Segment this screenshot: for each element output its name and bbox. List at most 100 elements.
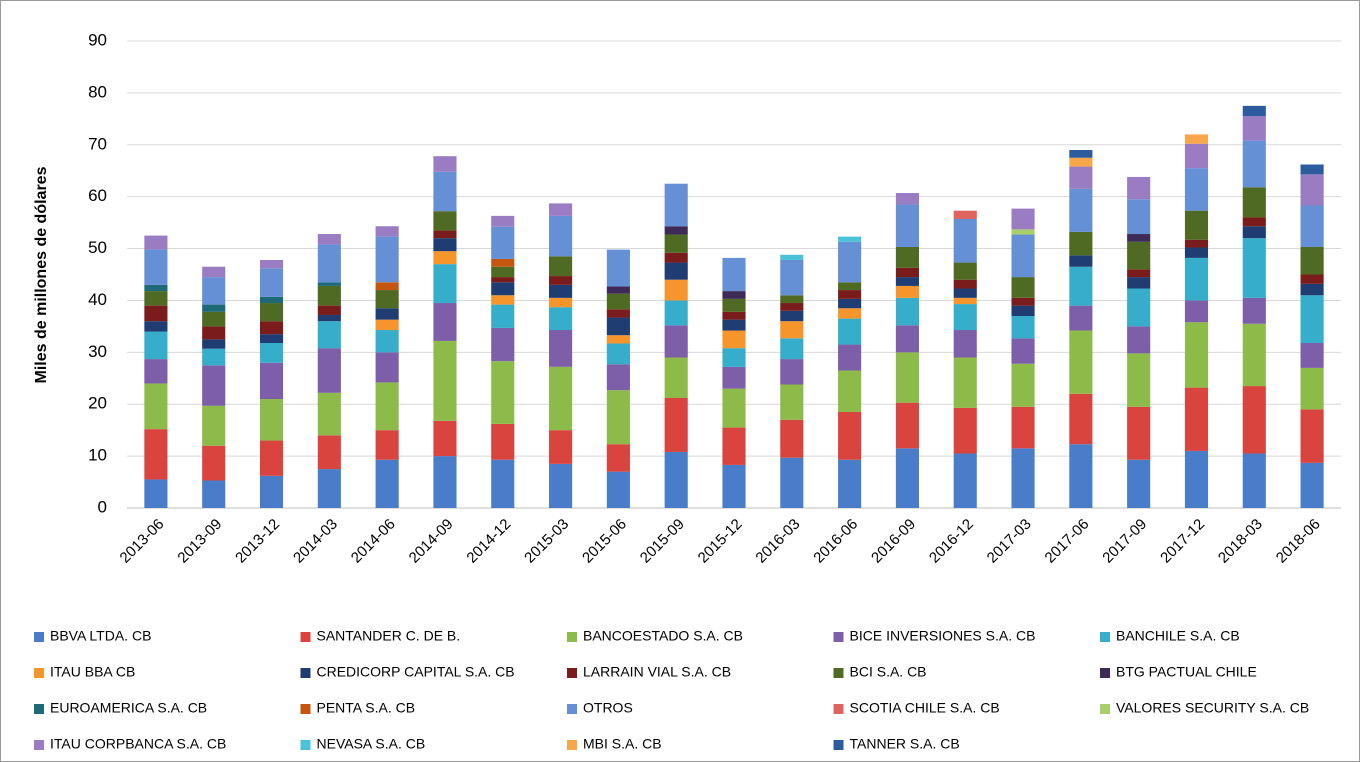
legend-label: OTROS (583, 700, 633, 716)
bar-segment (953, 407, 977, 454)
bar-segment (664, 252, 688, 263)
bar-segment (1011, 338, 1035, 364)
bar-segment (1242, 226, 1266, 239)
bar-segment (722, 319, 746, 331)
bar-segment (895, 402, 919, 449)
legend-swatch (1100, 704, 1110, 714)
legend-label: CREDICORP CAPITAL S.A. CB (317, 664, 515, 680)
bar-segment (1127, 234, 1151, 242)
bar-segment (1127, 406, 1151, 460)
bar-segment (953, 279, 977, 289)
legend-label: BTG PACTUAL CHILE (1116, 664, 1257, 680)
bar-segment (953, 262, 977, 280)
legend-label: PENTA S.A. CB (317, 700, 416, 716)
bar-segment (375, 459, 399, 508)
bar-segment (1127, 241, 1151, 270)
bar-segment (722, 348, 746, 367)
legend-swatch (833, 668, 844, 678)
bar-segment (549, 297, 573, 308)
bar-segment (259, 475, 284, 508)
bar-segment (1184, 168, 1209, 211)
bar-segment (606, 444, 630, 472)
bar-segment (1127, 288, 1151, 327)
bar-segment (664, 300, 688, 326)
bar-segment (1069, 188, 1093, 232)
bar-segment (1069, 393, 1093, 445)
bar-segment (1011, 297, 1035, 306)
bar-segment (433, 420, 457, 457)
bar-segment (1242, 187, 1266, 218)
y-tick-label: 90 (88, 30, 107, 49)
bar-segment (722, 427, 746, 465)
bar-segment (895, 285, 919, 298)
bar-segment (144, 321, 168, 332)
bar-segment (375, 226, 399, 237)
bar-segment (606, 309, 630, 318)
legend-swatch (1100, 632, 1110, 642)
bar-segment (895, 193, 919, 205)
bar-segment (375, 319, 399, 331)
bar-segment (375, 282, 399, 291)
bar-segment (491, 295, 515, 305)
legend-label: NEVASA S.A. CB (317, 736, 426, 752)
bar-segment (664, 451, 688, 508)
bar-segment (606, 471, 630, 508)
legend-label: SANTANDER C. DE B. (317, 628, 461, 644)
bar-segment (1127, 277, 1151, 289)
bar-segment (491, 361, 515, 424)
bar-segment (491, 266, 515, 278)
bar-segment (144, 383, 168, 430)
bar-segment (1242, 453, 1266, 508)
bar-segment (375, 330, 399, 353)
bar-segment (549, 330, 573, 367)
bar-segment (144, 284, 168, 292)
legend-swatch (300, 704, 311, 714)
bar-segment (1242, 116, 1266, 141)
bar-segment (838, 370, 862, 413)
bar-segment (953, 304, 977, 331)
bar-segment (664, 226, 688, 235)
bar-segment (1069, 330, 1093, 394)
bar-segment (722, 388, 746, 428)
bar-segment (433, 230, 457, 239)
bar-segment (1127, 176, 1151, 200)
bar-segment (317, 469, 341, 508)
bar-segment (838, 236, 862, 242)
bar-segment (664, 234, 688, 253)
bar-segment (433, 303, 457, 341)
bar-segment (606, 249, 630, 287)
bar-segment (780, 295, 804, 304)
bar-segment (1242, 323, 1266, 387)
bar-segment (202, 348, 226, 366)
bar-segment (1069, 305, 1093, 331)
y-tick-label: 20 (88, 394, 107, 413)
bar-segment (895, 267, 919, 278)
bar-segment (317, 305, 341, 315)
bar-segment (895, 204, 919, 247)
bar-segment (375, 290, 399, 309)
legend-swatch (300, 740, 311, 750)
bar-segment (259, 303, 284, 322)
bar-segment (1184, 322, 1209, 388)
legend-label: TANNER S.A. CB (850, 736, 960, 752)
bar-segment (664, 262, 688, 280)
bar-segment (722, 330, 746, 349)
bar-segment (1184, 239, 1209, 248)
legend-label: VALORES SECURITY S.A. CB (1116, 700, 1309, 716)
legend-swatch (34, 740, 44, 750)
bar-segment (1011, 305, 1035, 317)
bar-segment (259, 259, 284, 269)
bar-segment (780, 457, 804, 508)
bar-segment (1011, 406, 1035, 449)
bar-segment (317, 348, 341, 393)
bar-segment (1242, 105, 1266, 117)
bar-segment (433, 156, 457, 172)
bar-segment (953, 288, 977, 298)
legend-swatch (567, 632, 577, 642)
bar-segment (1069, 149, 1093, 158)
bar-segment (1011, 208, 1035, 230)
bar-segment (433, 171, 457, 212)
y-tick-label: 60 (88, 186, 107, 205)
legend-swatch (833, 632, 844, 642)
